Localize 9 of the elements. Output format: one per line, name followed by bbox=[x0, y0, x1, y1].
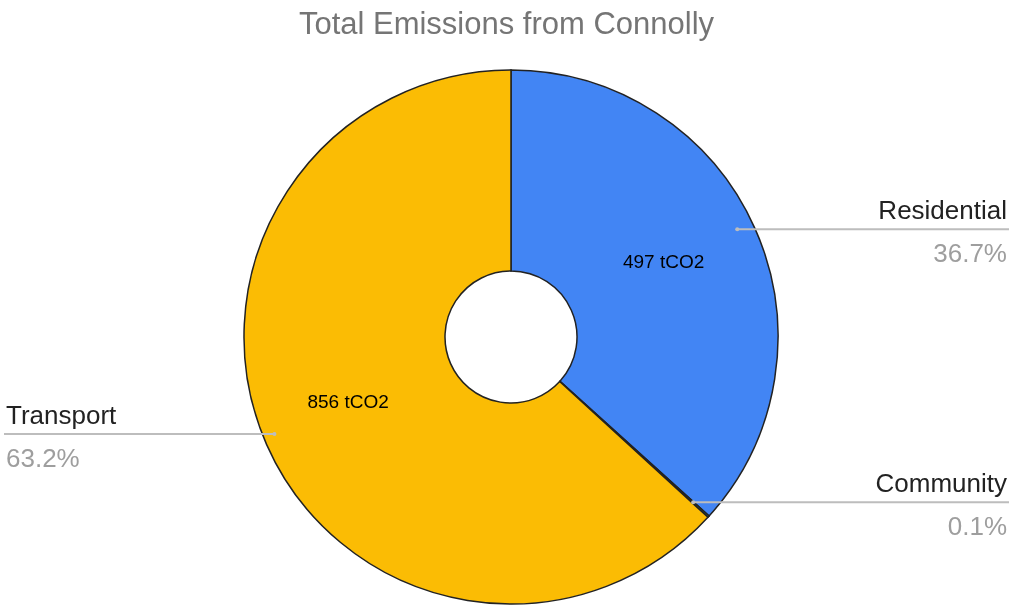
data-label: 856 tCO2 bbox=[307, 391, 389, 413]
slice-label: Residential bbox=[878, 195, 1007, 226]
slice-label: Transport bbox=[6, 399, 118, 430]
text: 36.7% bbox=[933, 238, 1007, 269]
data-label: 497 tCO2 bbox=[622, 251, 705, 273]
text: 63.2% bbox=[6, 442, 80, 473]
chart-title: Total Emissions from Connolly bbox=[297, 6, 716, 42]
slice-label: Community bbox=[875, 468, 1007, 499]
text: 0.1% bbox=[947, 511, 1007, 542]
